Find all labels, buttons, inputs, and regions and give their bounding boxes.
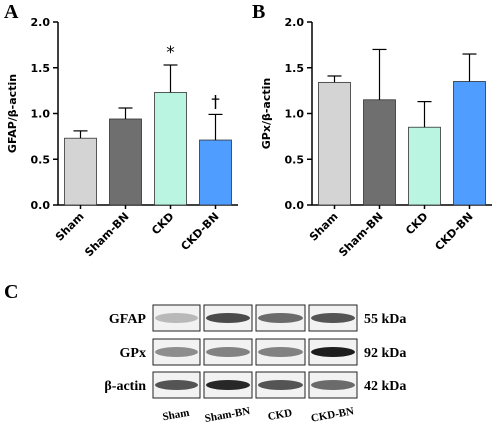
blot-row-label: GFAP	[109, 312, 147, 327]
y-tick-label: 0.5	[31, 153, 51, 166]
annotation: †	[211, 92, 220, 112]
blot-band	[311, 347, 355, 357]
y-tick-label: 1.5	[285, 62, 305, 75]
bar	[453, 81, 486, 206]
x-tick-label: CKD	[149, 210, 176, 237]
panel-label: C	[4, 281, 18, 303]
blot-row-label: GPx	[120, 346, 146, 361]
x-tick-label: CKD	[403, 210, 430, 237]
blot-frame	[152, 304, 201, 332]
blot-frame	[152, 338, 201, 366]
y-axis-label: GFAP/β-actin	[6, 74, 19, 153]
blot-size-label: 92 kDa	[364, 346, 406, 361]
blot-band	[206, 313, 250, 323]
blot-band	[206, 380, 250, 390]
blot-lane-label: Sham-BN	[204, 405, 251, 425]
blot-band	[311, 380, 355, 390]
blot-lane-label: CKD-BN	[310, 405, 355, 424]
blot-lane-label: Sham	[162, 407, 191, 423]
x-tick-label: CKD-BN	[432, 210, 475, 253]
bar	[109, 118, 142, 206]
blot-band	[155, 380, 198, 390]
blot-band	[155, 347, 198, 357]
y-tick-label: 0.5	[285, 153, 305, 166]
x-tick-label: Sham-BN	[336, 210, 385, 259]
bar	[199, 139, 232, 206]
blot-band	[258, 313, 303, 323]
y-tick-label: 0.0	[285, 199, 305, 212]
bar	[64, 137, 97, 206]
blot-size-label: 42 kDa	[364, 379, 406, 394]
blot-lane-label: CKD	[267, 407, 293, 423]
blot-band	[155, 313, 198, 323]
blot-band	[311, 313, 355, 323]
bar	[408, 126, 441, 206]
panel-label: B	[252, 1, 265, 23]
y-tick-label: 1.5	[31, 62, 51, 75]
y-axis-label: GPx/β-actin	[260, 78, 273, 149]
y-tick-label: 2.0	[285, 16, 305, 29]
blot-size-label: 55 kDa	[364, 312, 406, 327]
panel-label: A	[4, 1, 19, 23]
x-tick-label: Sham-BN	[82, 210, 131, 259]
bar	[318, 81, 351, 206]
blot-band	[258, 347, 303, 357]
bar	[363, 99, 396, 206]
x-tick-label: Sham	[53, 210, 87, 244]
blot-band	[258, 380, 303, 390]
x-tick-label: CKD-BN	[178, 210, 221, 253]
bar	[154, 92, 187, 206]
y-tick-label: 1.0	[31, 108, 51, 121]
y-tick-label: 2.0	[31, 16, 51, 29]
y-tick-label: 0.0	[31, 199, 51, 212]
blot-band	[206, 347, 250, 357]
blot-row-label: β-actin	[104, 379, 146, 394]
x-tick-label: Sham	[307, 210, 341, 244]
annotation: *	[166, 43, 175, 63]
y-tick-label: 1.0	[285, 108, 305, 121]
